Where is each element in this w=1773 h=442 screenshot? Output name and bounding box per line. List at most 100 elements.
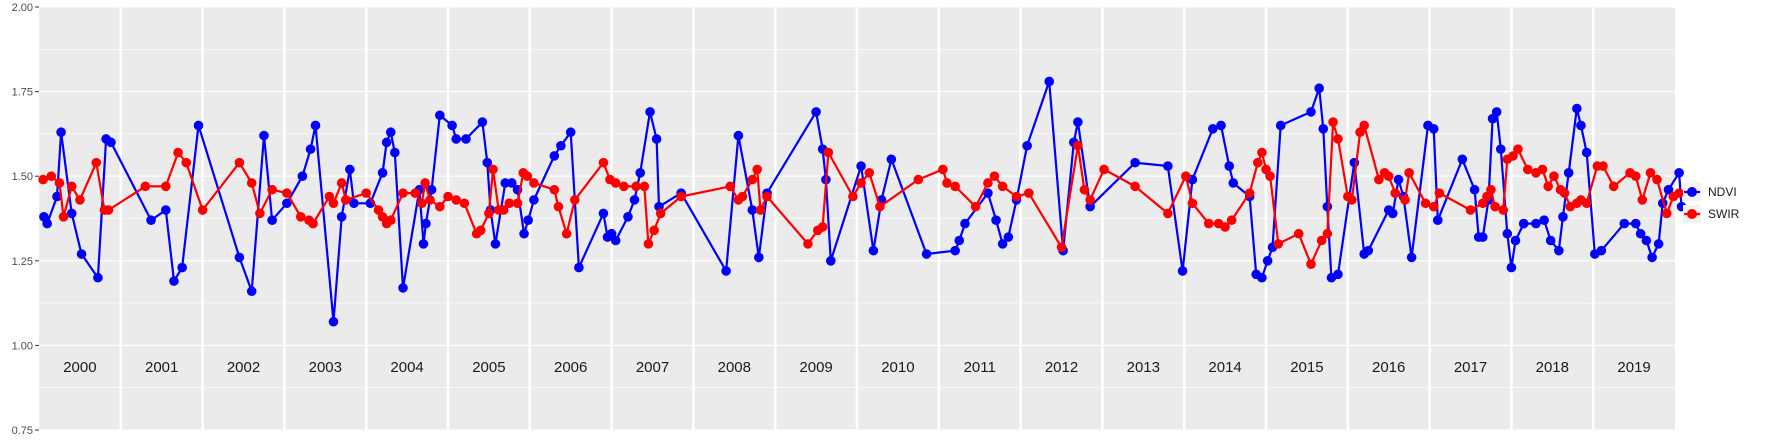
data-point-swir (1598, 161, 1608, 171)
data-point-swir (1434, 188, 1445, 198)
data-point-swir (1056, 242, 1067, 253)
data-point-ndvi (349, 198, 359, 209)
data-point-ndvi (1003, 232, 1014, 242)
data-point-swir (435, 201, 445, 212)
data-point-swir (823, 147, 834, 158)
data-point-swir (970, 201, 981, 212)
data-point-swir (451, 195, 461, 205)
data-point-ndvi (1641, 235, 1652, 246)
data-point-swir (655, 208, 666, 219)
data-point-swir (1522, 164, 1533, 175)
year-label: 2000 (63, 359, 96, 376)
data-point-ndvi (1073, 117, 1083, 127)
data-point-ndvi (1545, 235, 1556, 246)
data-point-swir (619, 181, 629, 192)
data-point-swir (1079, 184, 1090, 195)
data-point-swir (1333, 134, 1343, 144)
data-point-swir (649, 225, 659, 236)
data-point-swir (1130, 181, 1140, 192)
data-point-swir (488, 164, 498, 175)
data-point-swir (328, 198, 339, 209)
legend-key-marker (1687, 209, 1697, 219)
series-layer (38, 76, 1687, 327)
data-point-ndvi (1653, 239, 1664, 249)
year-label: 2015 (1290, 359, 1323, 376)
data-point-swir (140, 181, 151, 192)
data-point-swir (610, 178, 621, 188)
y-tick-label: 0.75 (12, 425, 33, 437)
data-point-swir (848, 191, 858, 202)
data-point-ndvi (336, 212, 347, 222)
data-point-swir (398, 188, 408, 198)
data-point-swir (1244, 188, 1255, 198)
data-point-swir (1537, 164, 1548, 175)
data-point-ndvi (1635, 228, 1646, 239)
data-point-ndvi (297, 171, 308, 181)
legend: NDVI SWIR (1683, 183, 1740, 223)
data-point-ndvi (1428, 124, 1439, 134)
data-point-swir (1257, 147, 1267, 158)
data-point-ndvi (1510, 235, 1521, 246)
data-point-ndvi (991, 215, 1001, 225)
data-point-swir (1652, 174, 1662, 185)
y-axis: 0.75 1.00 1.25 1.50 1.75 2.00 (12, 2, 39, 437)
data-point-ndvi (629, 195, 640, 205)
data-point-swir (598, 157, 609, 168)
data-point-ndvi (1022, 140, 1032, 151)
data-point-swir (1359, 120, 1369, 131)
data-point-ndvi (1387, 208, 1398, 219)
data-point-ndvi (1663, 184, 1674, 195)
legend-label: NDVI (1708, 185, 1737, 199)
data-point-ndvi (1314, 83, 1324, 94)
y-tick-label: 1.75 (12, 87, 33, 99)
year-label: 2017 (1454, 359, 1487, 376)
data-point-ndvi (1457, 154, 1468, 165)
data-point-ndvi (234, 252, 245, 263)
data-point-swir (913, 174, 924, 185)
data-point-swir (1674, 188, 1684, 198)
data-point-swir (1608, 181, 1619, 192)
data-point-ndvi (461, 134, 471, 144)
data-point-swir (38, 174, 48, 185)
data-point-ndvi (1630, 218, 1641, 229)
data-point-ndvi (565, 127, 576, 138)
data-point-ndvi (42, 218, 52, 229)
data-point-swir (725, 181, 736, 192)
data-point-ndvi (385, 127, 396, 138)
data-point-ndvi (246, 286, 257, 297)
data-point-ndvi (93, 272, 103, 283)
data-point-ndvi (1044, 76, 1055, 87)
legend-item-swir: SWIR (1683, 205, 1740, 223)
data-point-ndvi (950, 245, 960, 256)
data-point-ndvi (549, 151, 560, 161)
data-point-ndvi (421, 218, 431, 229)
data-point-ndvi (1539, 215, 1549, 225)
legend-key-marker (1687, 187, 1697, 197)
year-label: 2018 (1536, 359, 1569, 376)
data-point-swir (103, 205, 114, 215)
data-point-ndvi (856, 161, 866, 171)
year-strip-labels: 2000 2001 2002 2003 2004 2005 2006 2007 2008 2009… (63, 359, 1651, 376)
data-point-ndvi (645, 107, 655, 117)
data-point-swir (66, 181, 77, 192)
data-point-swir (1322, 228, 1333, 239)
data-point-ndvi (477, 117, 488, 127)
data-point-ndvi (886, 154, 897, 165)
data-point-ndvi (282, 198, 292, 209)
data-point-ndvi (721, 266, 731, 276)
year-label: 2014 (1208, 359, 1241, 376)
data-point-ndvi (598, 208, 609, 219)
data-point-swir (75, 195, 85, 205)
data-point-ndvi (106, 137, 116, 148)
data-point-swir (1630, 171, 1641, 181)
year-label: 2010 (881, 359, 914, 376)
data-point-ndvi (390, 147, 400, 158)
data-point-ndvi (426, 184, 437, 195)
data-point-ndvi (66, 208, 77, 219)
data-point-ndvi (259, 130, 269, 141)
data-point-ndvi (811, 107, 821, 117)
data-point-ndvi (1257, 272, 1267, 283)
data-point-swir (1662, 208, 1672, 219)
data-point-ndvi (1506, 262, 1517, 273)
data-point-swir (752, 164, 763, 175)
